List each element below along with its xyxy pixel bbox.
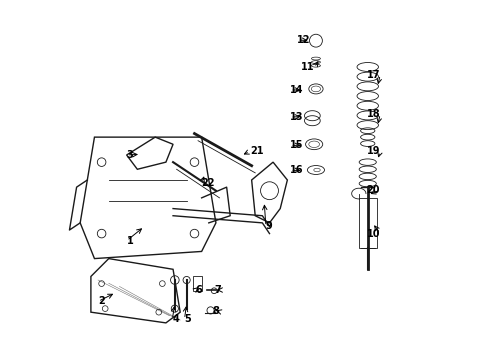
Text: 16: 16: [290, 165, 303, 175]
Text: 18: 18: [366, 109, 380, 119]
Text: 22: 22: [201, 178, 215, 188]
Text: 14: 14: [290, 85, 303, 95]
Text: 9: 9: [265, 221, 272, 231]
Text: 1: 1: [126, 236, 133, 246]
Text: 4: 4: [172, 314, 179, 324]
Text: 20: 20: [366, 185, 380, 195]
Text: 12: 12: [297, 35, 310, 45]
Text: 7: 7: [214, 285, 221, 295]
Text: 17: 17: [366, 69, 380, 80]
Text: 2: 2: [98, 296, 104, 306]
Text: 10: 10: [366, 229, 380, 239]
Bar: [192, 276, 201, 291]
Bar: [358, 198, 376, 248]
Text: 6: 6: [195, 285, 202, 295]
Text: 11: 11: [300, 63, 313, 72]
Text: 8: 8: [212, 306, 219, 316]
Text: 19: 19: [366, 147, 380, 157]
Text: 15: 15: [290, 140, 303, 150]
Text: 5: 5: [184, 314, 191, 324]
Text: 13: 13: [290, 112, 303, 122]
Text: 21: 21: [249, 147, 263, 157]
Text: 3: 3: [126, 150, 133, 160]
